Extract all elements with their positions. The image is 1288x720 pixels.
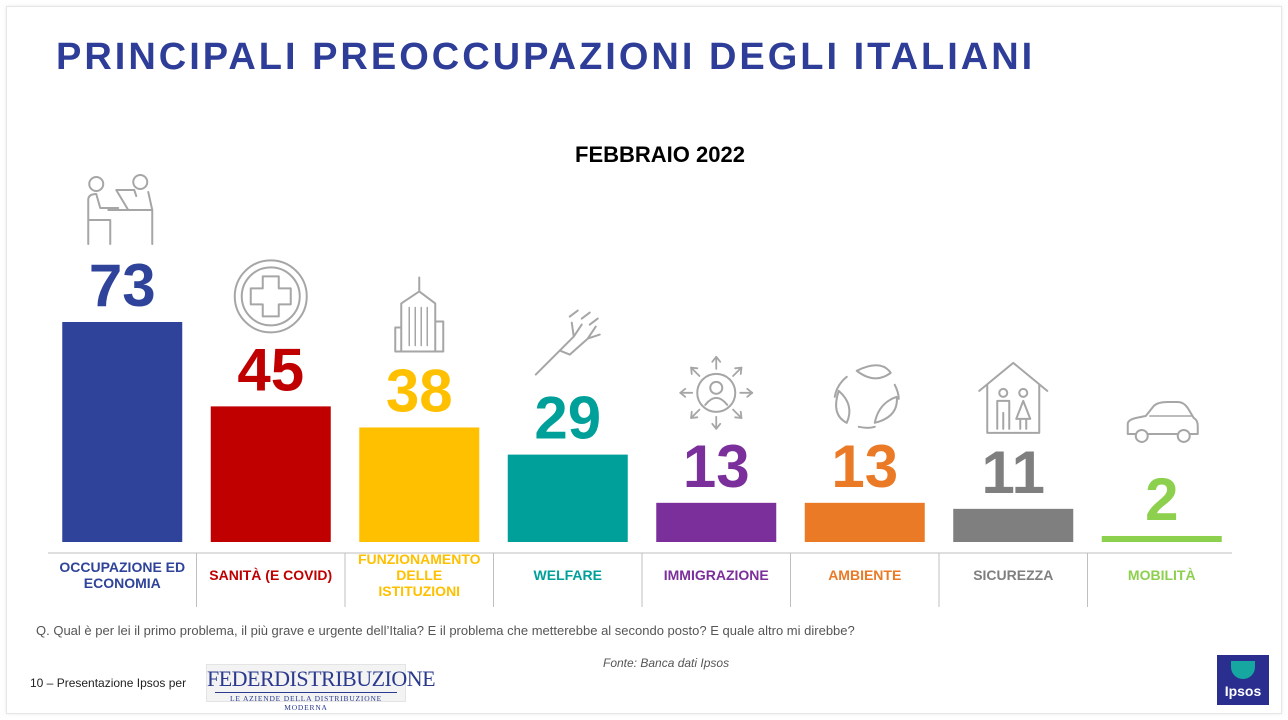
- bar: [1101, 535, 1222, 542]
- bar: [656, 502, 777, 542]
- chart-title: FEBBRAIO 2022: [575, 142, 745, 167]
- data-label: 2: [1145, 466, 1178, 533]
- survey-question: Q. Qual è per lei il primo problema, il …: [36, 623, 855, 638]
- slide-frame: [6, 6, 1282, 714]
- category-label: FUNZIONAMENTO DELLE ISTITUZIONI: [358, 551, 481, 599]
- data-label: 11: [982, 439, 1045, 506]
- data-label: 13: [683, 433, 750, 500]
- data-label: 29: [534, 385, 601, 452]
- data-label: 73: [89, 252, 156, 319]
- medical-cross-icon: [233, 259, 308, 334]
- category-label: AMBIENTE: [828, 567, 901, 583]
- bar: [62, 322, 183, 542]
- people-at-desk-icon: [87, 174, 154, 245]
- house-family-icon: [978, 361, 1049, 434]
- data-label: 38: [386, 357, 453, 424]
- helping-hands-icon: [534, 309, 601, 376]
- slide-title: PRINCIPALI PREOCCUPAZIONI DEGLI ITALIANI: [56, 36, 1036, 78]
- category-label: OCCUPAZIONE ED ECONOMIA: [59, 559, 185, 591]
- data-label: 13: [831, 433, 898, 500]
- bar: [210, 406, 331, 542]
- client-logo-main: FEDERDISTRIBUZIONE: [207, 666, 436, 691]
- federdistribuzione-logo: FEDERDISTRIBUZIONE LE AZIENDE DELLA DIST…: [206, 664, 436, 712]
- ipsos-logo: Ipsos: [1217, 655, 1269, 705]
- source-note: Fonte: Banca dati Ipsos: [603, 656, 730, 670]
- client-logo-sub: LE AZIENDE DELLA DISTRIBUZIONE MODERNA: [215, 692, 397, 712]
- ipsos-drop-icon: [1231, 661, 1255, 679]
- bar: [953, 508, 1074, 542]
- government-building-icon: [394, 276, 445, 353]
- data-label: 45: [237, 336, 304, 403]
- person-arrows-icon: [679, 355, 754, 430]
- footer-text: 10 – Presentazione Ipsos per: [30, 676, 187, 690]
- recycle-leaves-icon: [833, 364, 900, 429]
- car-icon: [1126, 400, 1199, 443]
- category-label: IMMIGRAZIONE: [664, 567, 769, 583]
- bar: [359, 427, 480, 542]
- category-label: SANITÀ (E COVID): [209, 567, 332, 583]
- ipsos-logo-text: Ipsos: [1224, 683, 1262, 699]
- category-label: MOBILITÀ: [1128, 567, 1196, 583]
- bar: [507, 454, 628, 542]
- category-label: WELFARE: [534, 567, 602, 583]
- category-label: SICUREZZA: [973, 567, 1053, 583]
- bar: [804, 502, 925, 542]
